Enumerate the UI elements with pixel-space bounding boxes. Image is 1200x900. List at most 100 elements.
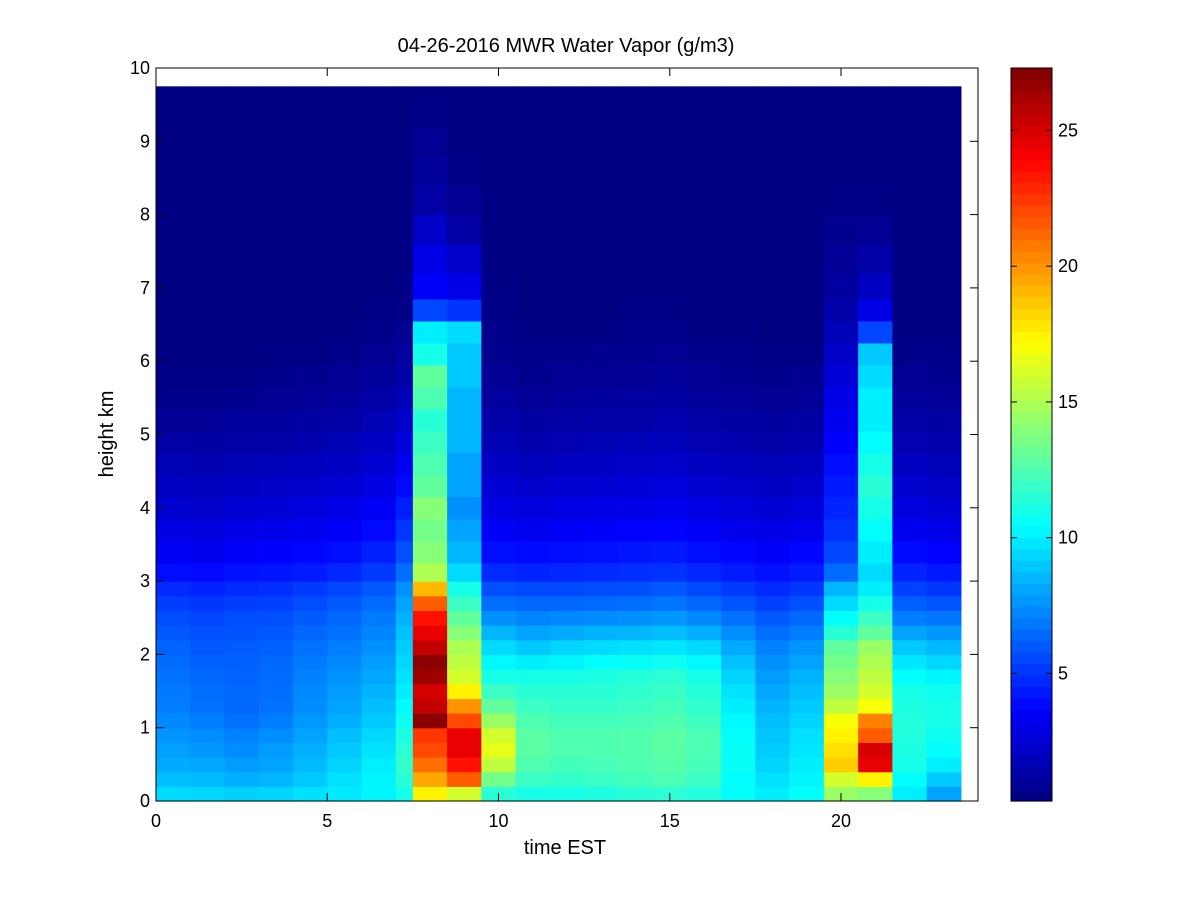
heatmap-cell [156,581,191,597]
heatmap-cell [926,386,962,410]
heatmap-cell [584,496,619,520]
heatmap-cell [858,669,893,685]
heatmap-cell [190,243,226,274]
heatmap-cell [721,214,756,245]
heatmap-cell [412,771,448,787]
heatmap-cell [515,185,551,216]
heatmap-cell [584,386,619,410]
heatmap-cell [789,698,825,714]
heatmap-cell [481,595,517,612]
heatmap-cell [156,683,191,699]
colorbar-strip [1011,136,1052,149]
heatmap-cell [481,771,517,787]
heatmap-cell [789,386,825,410]
heatmap-cell [686,320,722,344]
heatmap-cell [926,185,962,216]
heatmap-cell [858,713,893,729]
heatmap-cell [755,698,791,714]
heatmap-cell [327,364,363,388]
heatmap-cell [481,540,517,564]
heatmap-cell [395,639,414,655]
heatmap-cell [686,496,722,520]
heatmap-cell [755,771,791,787]
heatmap-cell [652,581,688,597]
heatmap-cell [789,320,825,344]
heatmap-cell [258,518,294,542]
heatmap-cell [858,214,893,245]
heatmap-cell [258,273,294,300]
heatmap-cell [395,581,414,597]
heatmap-cell [190,757,226,773]
colorbar-strip [1011,308,1052,321]
heatmap-cell [361,742,397,758]
heatmap-cell [652,518,688,542]
heatmap-cell [395,320,414,344]
heatmap-cell [395,654,414,670]
heatmap-cell [549,595,585,612]
heatmap-cell [327,155,363,186]
heatmap-cell [258,474,294,498]
heatmap-cell [327,243,363,274]
heatmap-cell [823,518,859,542]
heatmap-cell [293,496,328,520]
heatmap-cell [686,342,722,366]
heatmap-cell [156,713,191,729]
heatmap-cell [618,273,654,300]
heatmap-cell [156,320,191,344]
heatmap-cell [258,540,294,564]
heatmap-cell [412,126,448,157]
heatmap-cell [327,625,363,641]
heatmap-cell [361,155,397,186]
heatmap-cell [926,214,962,245]
heatmap-cell [755,408,791,432]
heatmap-cell [412,386,448,410]
heatmap-cell [823,126,859,157]
heatmap-cell [515,727,551,743]
heatmap-cell [652,408,688,432]
heatmap-cell [721,342,756,366]
colorbar-strip [1011,457,1052,470]
heatmap-cell [926,496,962,520]
colorbar-strip [1011,68,1052,81]
colorbar-strip [1011,400,1052,413]
heatmap-cell [361,540,397,564]
heatmap-cell [156,298,191,322]
heatmap-cell [190,771,226,787]
heatmap-cell [258,155,294,186]
heatmap-cell [447,786,482,802]
x-tick-label: 15 [660,811,680,831]
heatmap-cell [190,298,226,322]
colorbar-strip [1011,571,1052,584]
heatmap-cell [823,698,859,714]
heatmap-cell [549,786,585,802]
heatmap-cell [190,496,226,520]
heatmap-cell [755,430,791,454]
colorbar-strip [1011,205,1052,218]
y-tick-label: 10 [130,58,150,78]
heatmap-cell [584,683,619,699]
heatmap-cell [755,364,791,388]
heatmap-cell [789,625,825,641]
heatmap-cell [892,639,928,655]
heatmap-cell [789,757,825,773]
heatmap-cell [515,610,551,626]
heatmap-cell [858,654,893,670]
heatmap-cell [823,683,859,699]
colorbar-tick-label: 15 [1058,392,1078,412]
colorbar-strip [1011,480,1052,493]
heatmap-cell [481,342,517,366]
heatmap-cell [892,669,928,685]
heatmap-cell [721,386,756,410]
heatmap-cell [361,654,397,670]
heatmap-cell [789,610,825,626]
heatmap-cell [361,562,397,582]
heatmap-cell [395,86,414,128]
heatmap-cell [823,364,859,388]
colorbar-strip [1011,445,1052,458]
heatmap-cell [327,786,363,802]
heatmap-cell [926,654,962,670]
heatmap-cell [926,408,962,432]
heatmap-cell [789,408,825,432]
heatmap-cell [361,474,397,498]
heatmap-cell [549,364,585,388]
